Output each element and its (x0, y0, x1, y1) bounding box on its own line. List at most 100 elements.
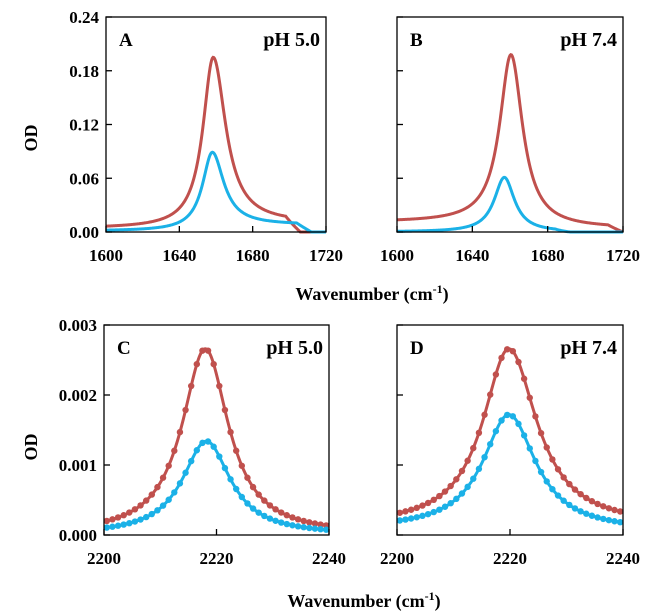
point-blue-d (526, 445, 533, 452)
point-blue-d (470, 475, 477, 482)
xtick-label-a: 1600 (89, 246, 123, 265)
point-blue-d (583, 510, 590, 517)
point-red-c (294, 516, 302, 523)
point-red-c (238, 462, 246, 469)
point-blue-c (306, 524, 313, 532)
point-blue-d (532, 457, 539, 465)
point-red-c (187, 382, 195, 390)
point-blue-d (396, 517, 404, 524)
point-red-c (249, 483, 257, 491)
point-blue-c (126, 519, 133, 527)
point-blue-c (176, 480, 184, 487)
point-red-c (199, 347, 206, 354)
point-red-c (210, 360, 217, 368)
point-blue-c (210, 443, 217, 450)
point-blue-c (216, 453, 223, 460)
point-blue-c (238, 493, 246, 501)
ytick-label-c: 0.001 (59, 456, 97, 475)
point-red-c (311, 520, 319, 527)
point-blue-d (413, 514, 420, 521)
point-red-c (182, 406, 189, 414)
point-red-c (131, 506, 139, 513)
xtick-label-c: 2200 (87, 549, 121, 568)
ylabel-top: OD (21, 124, 41, 151)
point-blue-d (492, 427, 500, 435)
point-red-d (520, 375, 528, 382)
point-blue-d (571, 505, 579, 512)
point-red-d (588, 498, 596, 505)
point-red-d (509, 347, 517, 355)
point-blue-c (199, 439, 206, 447)
point-red-c (261, 497, 268, 504)
point-blue-c (193, 447, 201, 454)
point-blue-c (131, 518, 139, 525)
point-blue-d (577, 508, 584, 515)
xtick-label-c: 2220 (200, 549, 234, 568)
point-red-c (159, 474, 167, 481)
series-line-red-c (103, 347, 330, 528)
point-red-c (300, 517, 307, 525)
point-red-c (193, 360, 201, 368)
point-blue-c (277, 519, 285, 526)
series-line-red-a (105, 55, 326, 234)
series-line-blue-d (396, 413, 624, 525)
xtick-label-a: 1720 (309, 246, 343, 265)
point-blue-c (114, 522, 122, 529)
point-blue-d (475, 465, 483, 473)
point-blue-c (255, 509, 262, 516)
point-blue-c (227, 476, 234, 483)
point-red-c (114, 514, 122, 521)
panel-ph-b: pH 7.4 (560, 29, 617, 51)
panel-c: 0.000 0.001 0.002 0.003 2200 2220 2240 C pH 5.0 (59, 316, 346, 568)
point-red-c (272, 506, 279, 513)
series-line-red-d (396, 347, 624, 515)
ytick-label-a: 0.18 (69, 62, 99, 81)
point-red-d (616, 508, 624, 515)
point-red-d (492, 371, 500, 378)
point-red-c (221, 406, 229, 414)
point-red-c (277, 509, 285, 516)
point-blue-c (317, 526, 324, 533)
point-blue-c (266, 515, 274, 522)
point-blue-c (109, 523, 116, 530)
point-red-d (600, 503, 607, 510)
point-red-d (458, 467, 466, 475)
ytick-label-c: 0.002 (59, 386, 97, 405)
point-red-c (148, 491, 156, 498)
point-blue-d (464, 483, 471, 491)
point-red-d (464, 457, 471, 464)
ylabel-bottom: OD (21, 433, 41, 460)
point-red-d (611, 506, 618, 514)
xlabel-bottom: Wavenumber (cm-1) (287, 589, 440, 612)
point-blue-d (453, 495, 460, 503)
point-blue-d (605, 516, 613, 524)
panel-letter-b: B (410, 30, 423, 51)
point-blue-d (441, 503, 449, 510)
point-red-d (566, 480, 573, 488)
ytick-label-c: 0.000 (59, 526, 97, 545)
point-red-d (577, 490, 584, 498)
point-red-d (430, 496, 437, 504)
point-blue-c (283, 520, 291, 528)
point-red-c (154, 483, 161, 491)
point-red-d (436, 492, 443, 500)
panel-letter-d: D (410, 338, 424, 359)
ytick-label-a: 0.06 (69, 169, 99, 188)
point-blue-d (436, 506, 443, 513)
point-red-d (560, 474, 567, 481)
point-red-c (137, 502, 144, 509)
point-blue-d (594, 514, 601, 521)
xtick-label-b: 1680 (531, 246, 565, 265)
point-blue-c (232, 485, 240, 493)
point-blue-d (588, 512, 596, 519)
point-blue-c (289, 522, 296, 529)
point-red-c (142, 497, 150, 504)
xtick-label-b: 1720 (606, 246, 640, 265)
point-blue-c (221, 464, 229, 472)
point-red-d (453, 476, 460, 483)
point-blue-d (616, 518, 624, 526)
point-red-c (283, 512, 291, 519)
point-blue-c (322, 526, 330, 533)
point-blue-c (148, 510, 156, 518)
panel-letter-a: A (119, 30, 133, 51)
